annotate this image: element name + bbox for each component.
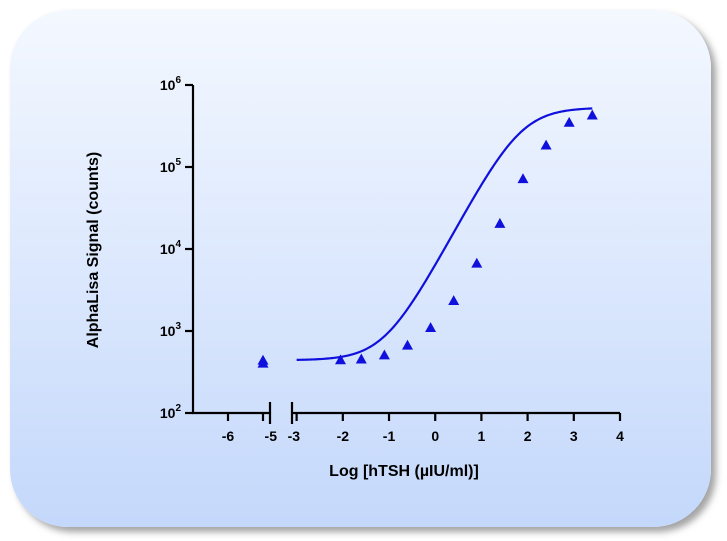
x-tick-label: -5	[265, 428, 278, 444]
data-point	[401, 339, 413, 350]
data-point	[586, 109, 598, 120]
y-axis-label: AlphaLisa Signal (counts)	[85, 152, 102, 348]
y-tick-label: 106	[160, 75, 182, 93]
x-tick-label: 0	[431, 428, 439, 444]
y-tick-label: 105	[160, 157, 182, 175]
x-tick-label: 4	[616, 428, 624, 444]
x-tick-label: -6	[222, 428, 235, 444]
y-tick-label: 104	[160, 239, 182, 257]
x-tick-label: 2	[524, 428, 532, 444]
x-axis-label: Log [hTSH (µIU/ml)]	[329, 463, 479, 480]
data-point	[257, 357, 269, 368]
chart-card	[10, 10, 711, 527]
fit-curve	[296, 107, 593, 361]
y-tick-label: 103	[160, 321, 182, 339]
x-tick-label: -1	[383, 428, 396, 444]
x-tick-label: 3	[570, 428, 578, 444]
data-point	[517, 173, 529, 184]
x-tick-label: -3	[288, 428, 301, 444]
data-point	[494, 217, 506, 228]
data-point	[540, 139, 552, 150]
data-point	[378, 349, 390, 360]
x-tick-label: -2	[337, 428, 350, 444]
data-point	[355, 353, 367, 364]
x-tick-label: 1	[478, 428, 486, 444]
data-point	[335, 354, 347, 365]
data-point	[471, 257, 483, 268]
data-point	[448, 295, 460, 305]
data-point	[425, 322, 437, 333]
y-tick-label: 102	[160, 403, 182, 421]
data-point	[563, 116, 575, 127]
